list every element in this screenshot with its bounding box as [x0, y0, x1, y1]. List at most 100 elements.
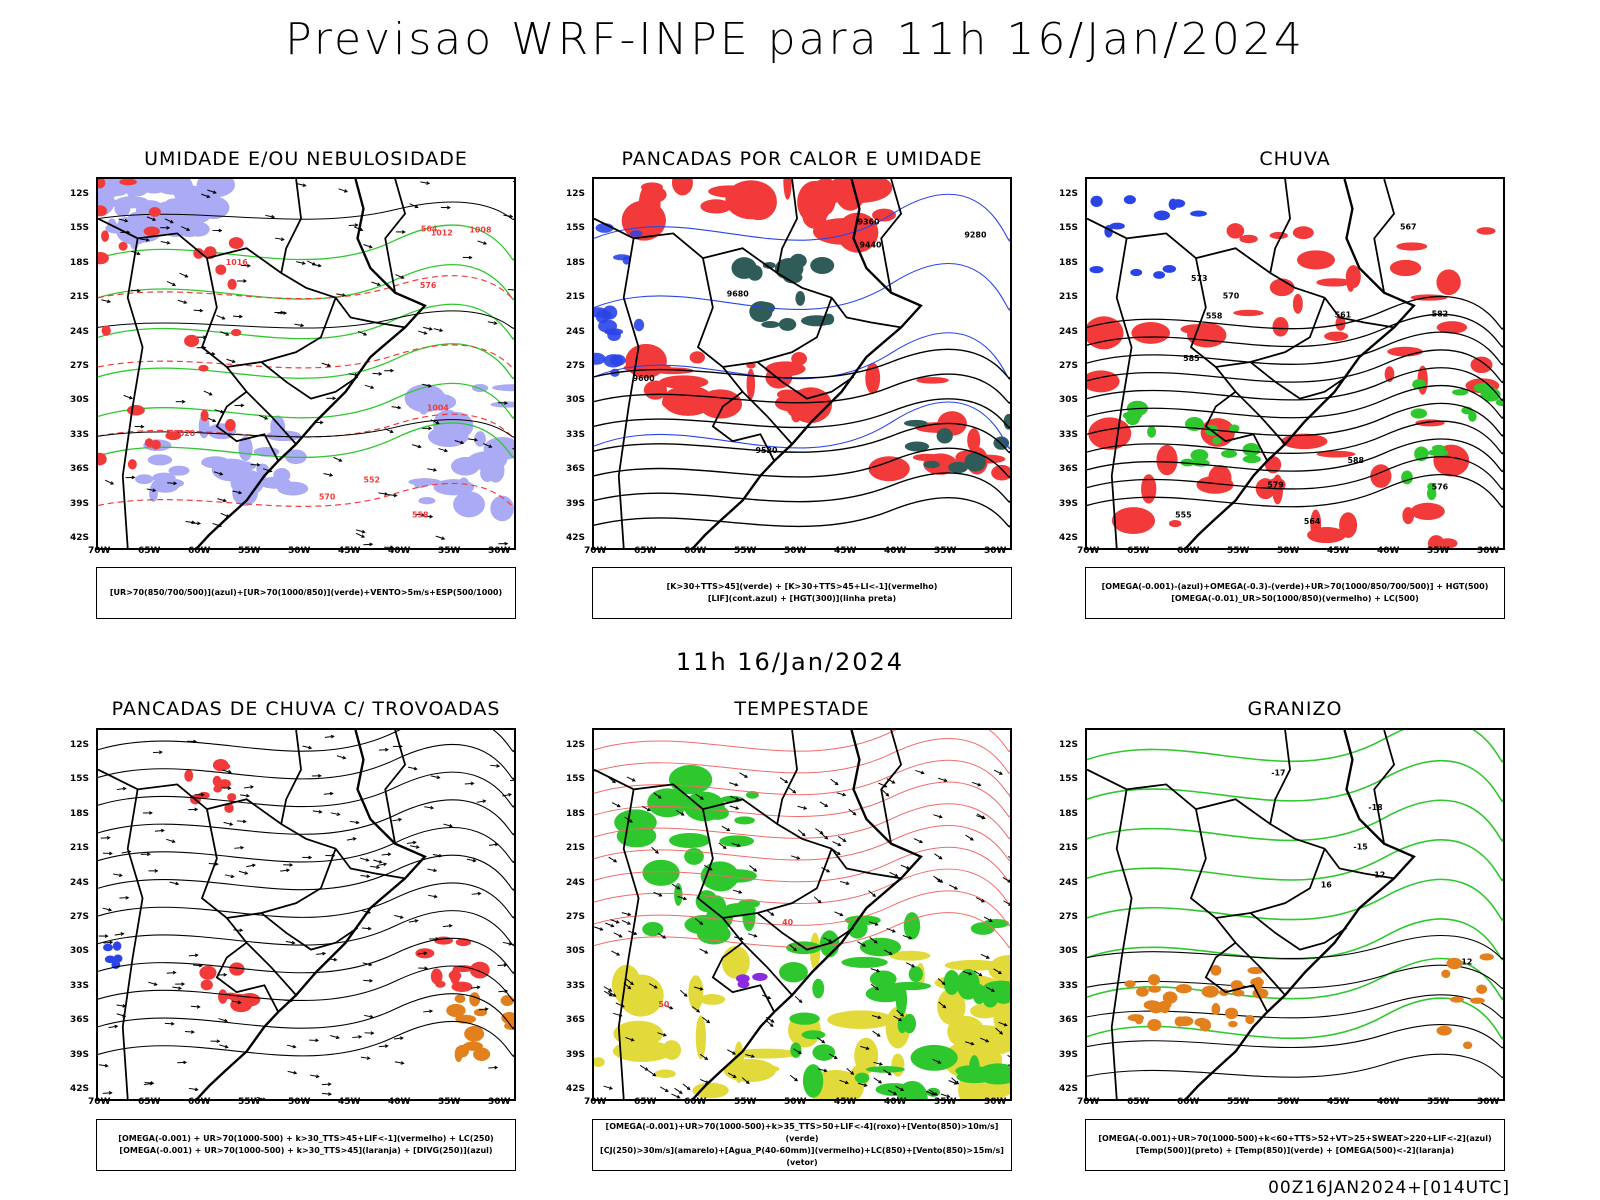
wind-vector: [422, 383, 432, 387]
contour-line: [1087, 1053, 1503, 1078]
wind-vector-head: [315, 1038, 320, 1043]
wind-vector: [395, 274, 404, 279]
wind-vector-head: [873, 940, 878, 944]
wind-vector: [219, 1044, 228, 1048]
wind-vector: [502, 941, 512, 945]
wind-vector: [926, 1090, 935, 1096]
wind-vector-head: [230, 874, 235, 879]
wind-vector: [234, 847, 244, 849]
shaded-area: [184, 769, 194, 782]
wind-vector-head: [366, 1056, 371, 1060]
shaded-area: [1141, 474, 1157, 504]
wind-vector: [476, 800, 486, 803]
contour-line: [594, 472, 1010, 503]
wind-vector: [832, 841, 841, 846]
shaded-area: [1428, 449, 1449, 457]
contour-line: [594, 447, 1010, 478]
shaded-area: [413, 480, 427, 489]
wind-vector-head: [291, 940, 296, 945]
shaded-area: [193, 248, 204, 259]
legend-line: [LIF](cont.azul) + [HGT(300)](linha pret…: [707, 594, 897, 603]
wind-vector: [349, 820, 359, 824]
wind-vector: [244, 786, 254, 789]
shaded-area: [446, 1003, 466, 1018]
wind-vector-head: [154, 868, 159, 873]
border-line: [1373, 179, 1396, 293]
shaded-area: [217, 779, 231, 789]
wind-vector-head: [417, 444, 422, 449]
wind-vector-head: [193, 739, 197, 744]
border-line: [617, 789, 640, 1099]
wind-vector-head: [361, 534, 366, 538]
wind-vector: [503, 214, 513, 218]
wind-vector-head: [152, 488, 157, 492]
shaded-area: [196, 179, 236, 198]
latitude-label: 27S: [70, 912, 90, 922]
contour-label: 9600: [633, 374, 656, 383]
wind-vector-head: [732, 1074, 737, 1078]
wind-vector: [188, 1087, 198, 1091]
wind-vector-head: [423, 331, 428, 335]
border-line: [696, 808, 833, 919]
border-line: [384, 730, 407, 844]
wind-vector-head: [238, 314, 243, 319]
wind-vector-head: [803, 806, 808, 810]
wind-vector: [509, 779, 514, 782]
border-line: [215, 941, 280, 1013]
wind-vector-head: [393, 493, 398, 498]
contour-label: 585: [1183, 354, 1200, 363]
border-line: [215, 390, 280, 462]
contour-label: 555: [1175, 510, 1192, 519]
latitude-label: 12S: [1059, 189, 1079, 199]
wind-vector-head: [737, 843, 741, 848]
shaded-area: [1130, 268, 1143, 277]
wind-vector: [749, 865, 757, 872]
border-line: [1269, 730, 1291, 825]
wind-vector: [839, 1079, 849, 1084]
border-line: [280, 730, 302, 825]
shaded-area: [674, 883, 683, 906]
shaded-area: [1441, 969, 1451, 979]
shaded-area: [1124, 980, 1136, 988]
wind-vector: [384, 428, 394, 433]
wind-vector-head: [399, 1036, 404, 1041]
shaded-area: [847, 917, 868, 939]
wind-vector-head: [191, 520, 196, 525]
latitude-label: 15S: [70, 774, 90, 785]
shaded-area: [993, 993, 1010, 1039]
latitude-label: 15S: [566, 223, 586, 234]
wind-vector: [721, 825, 730, 832]
contour-line: [98, 938, 514, 974]
wind-vector: [872, 1030, 881, 1037]
wind-vector-head: [468, 255, 473, 260]
wind-vector-head: [286, 868, 291, 873]
longitude-label: 35W: [438, 1097, 461, 1107]
wind-vector-head: [683, 993, 688, 997]
wind-vector: [218, 1018, 228, 1022]
wind-vector: [626, 776, 636, 782]
wind-vector: [408, 766, 417, 770]
wind-vector-head: [441, 536, 446, 540]
wind-vector-head: [153, 982, 158, 986]
wind-vector: [870, 983, 879, 990]
wind-vector-head: [877, 1015, 882, 1020]
wind-vector: [625, 978, 634, 985]
border-line: [1087, 217, 1325, 299]
wind-vector-head: [186, 227, 191, 232]
wind-vector-head: [387, 852, 392, 857]
contour-line: [1087, 438, 1503, 473]
wind-vector-head: [171, 839, 176, 843]
wind-vector: [603, 1085, 613, 1090]
longitude-label: 50W: [1277, 1097, 1300, 1107]
shaded-area: [1162, 991, 1178, 1004]
wind-vector-head: [817, 899, 822, 904]
wind-vector-head: [401, 230, 406, 234]
shaded-area: [212, 758, 229, 772]
wind-vector: [664, 1004, 673, 1010]
wind-vector: [363, 244, 373, 248]
wind-vector-head: [318, 809, 323, 814]
border-line: [880, 730, 903, 844]
wind-vector-head: [146, 852, 151, 857]
wind-vector-head: [706, 1019, 711, 1024]
wind-vector-head: [250, 785, 255, 789]
